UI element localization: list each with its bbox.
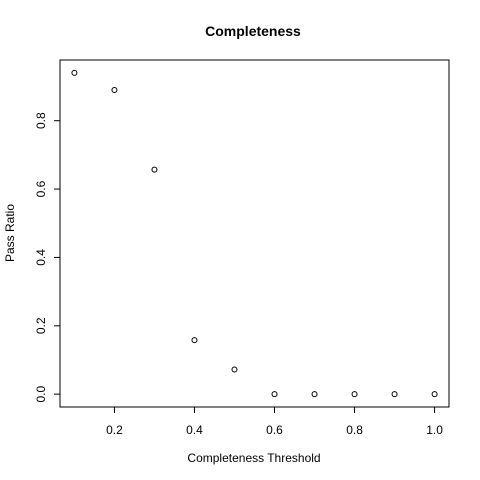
x-axis-title: Completeness Threshold bbox=[187, 451, 320, 465]
x-tick-label: 0.8 bbox=[346, 423, 363, 437]
data-points bbox=[71, 69, 438, 398]
y-tick-label: 0.2 bbox=[34, 317, 48, 334]
chart-title: Completeness bbox=[205, 23, 301, 39]
data-point bbox=[351, 391, 358, 398]
data-point bbox=[311, 391, 318, 398]
y-axis: 0.0 0.2 0.4 0.6 0.8 bbox=[34, 112, 60, 402]
x-tick-label: 0.2 bbox=[106, 423, 123, 437]
x-tick-label: 1.0 bbox=[426, 423, 443, 437]
x-axis: 0.2 0.4 0.6 0.8 1.0 bbox=[106, 407, 443, 437]
data-point bbox=[151, 166, 158, 173]
data-point bbox=[71, 69, 78, 76]
data-point bbox=[391, 391, 398, 398]
y-tick-label: 0.0 bbox=[34, 385, 48, 402]
data-point bbox=[271, 391, 278, 398]
y-tick-label: 0.4 bbox=[34, 249, 48, 266]
x-tick-label: 0.4 bbox=[186, 423, 203, 437]
data-point bbox=[191, 337, 198, 344]
plot-frame bbox=[59, 59, 450, 408]
data-point bbox=[231, 366, 238, 373]
y-tick-label: 0.6 bbox=[34, 180, 48, 197]
data-point bbox=[431, 391, 438, 398]
data-point bbox=[111, 86, 118, 93]
y-axis-title: Pass Ratio bbox=[3, 204, 17, 262]
y-tick-label: 0.8 bbox=[34, 112, 48, 129]
x-tick-label: 0.6 bbox=[266, 423, 283, 437]
